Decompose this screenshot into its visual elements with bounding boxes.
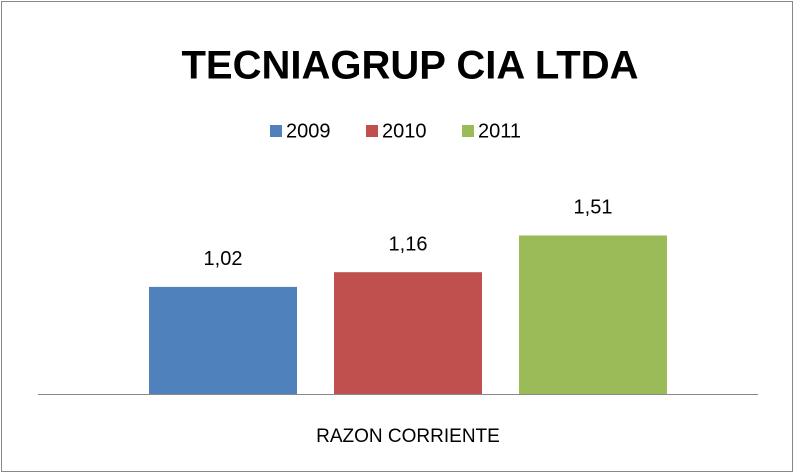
value-label: 1,51	[574, 197, 613, 219]
value-label: 1,02	[204, 248, 243, 270]
bar	[334, 272, 482, 394]
legend-label: 2009	[286, 120, 331, 142]
legend-label: 2011	[478, 120, 521, 142]
bar	[149, 286, 297, 394]
value-label: 1,16	[389, 233, 428, 255]
bar	[519, 235, 667, 394]
legend-swatch	[366, 125, 378, 137]
legend-swatch	[270, 125, 282, 137]
legend-label: 2010	[382, 120, 427, 142]
chart-title: TECNIAGRUP CIA LTDA	[181, 44, 638, 88]
legend-swatch	[462, 125, 474, 137]
x-tick-label: RAZON CORRIENTE	[316, 426, 500, 447]
